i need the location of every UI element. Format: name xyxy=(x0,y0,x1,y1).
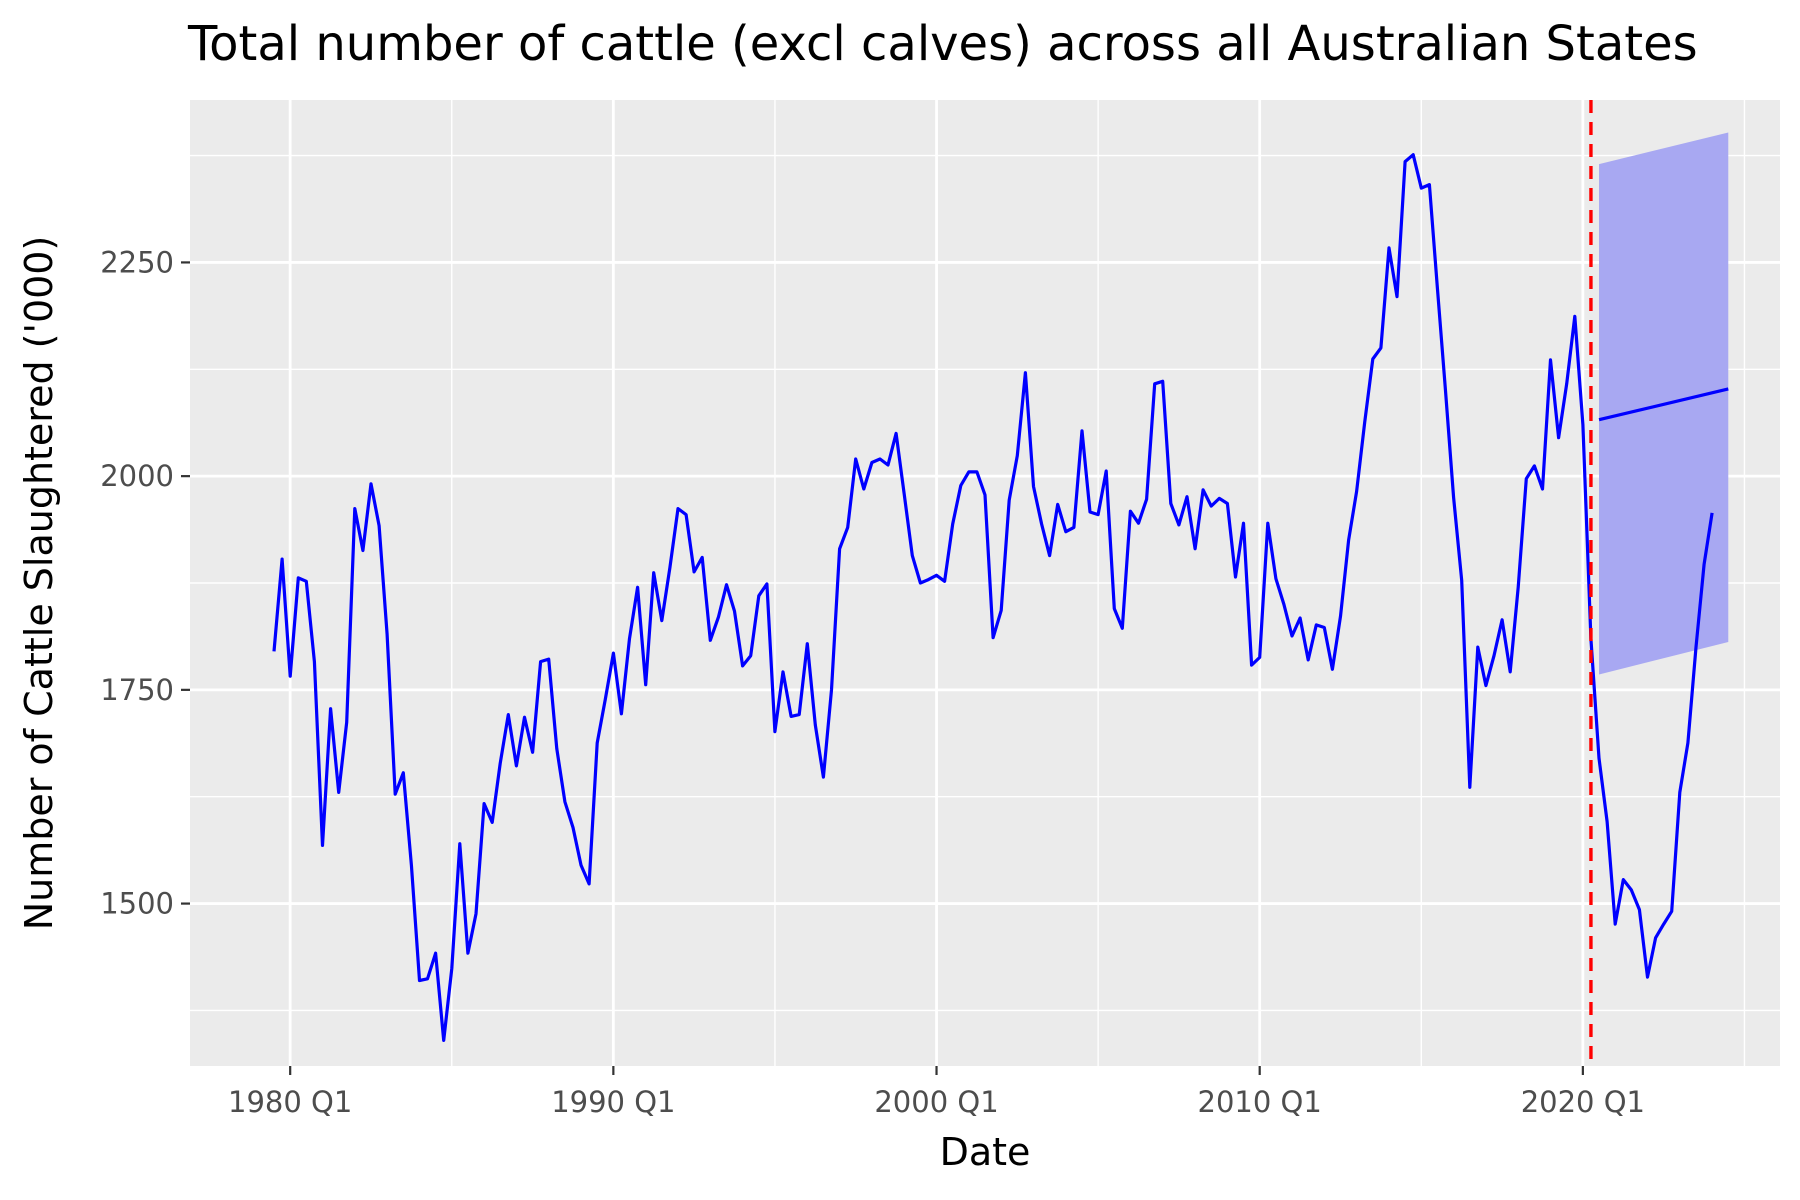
y-axis: 1500 1750 2000 2250 xyxy=(100,245,190,921)
grid xyxy=(190,100,1780,1066)
x-tick-label: 2000 Q1 xyxy=(874,1085,998,1119)
data-line xyxy=(272,153,1714,1042)
x-axis-title: Date xyxy=(940,1130,1031,1174)
y-tick-label: 2250 xyxy=(100,245,174,279)
x-tick-label: 1990 Q1 xyxy=(551,1085,675,1119)
y-tick-label: 1750 xyxy=(100,673,174,707)
x-tick-label: 1980 Q1 xyxy=(228,1085,352,1119)
forecast-mean-line xyxy=(1598,387,1729,422)
x-tick-label: 2010 Q1 xyxy=(1198,1085,1322,1119)
y-tick-label: 2000 xyxy=(100,459,174,493)
chart-title: Total number of cattle (excl calves) acr… xyxy=(187,16,1698,72)
y-tick-label: 1500 xyxy=(100,887,174,921)
x-tick-label: 2020 Q1 xyxy=(1521,1085,1645,1119)
x-axis: 1980 Q1 1990 Q1 2000 Q1 2010 Q1 2020 Q1 xyxy=(228,1066,1645,1119)
y-axis-title: Number of Cattle Slaughtered ('000) xyxy=(17,236,61,931)
